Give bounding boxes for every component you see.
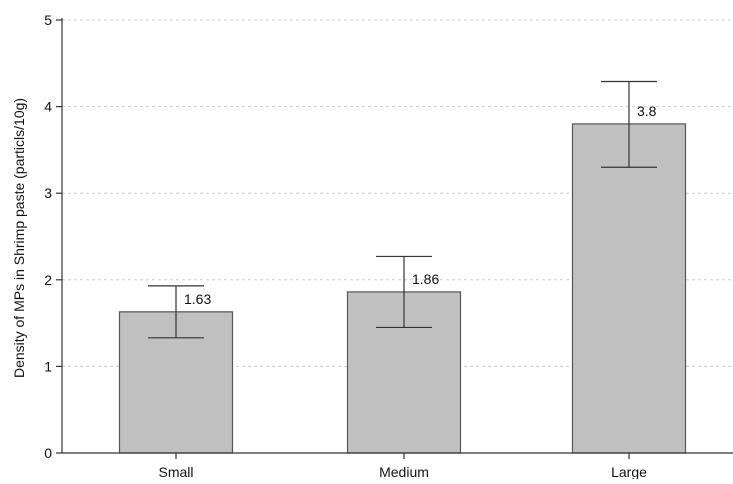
data-label-large: 3.8 bbox=[637, 103, 657, 119]
x-tick-label-small: Small bbox=[158, 464, 193, 479]
y-tick-label-2: 2 bbox=[44, 272, 52, 288]
y-tick-label-1: 1 bbox=[44, 358, 52, 374]
x-tick-label-medium: Medium bbox=[379, 464, 429, 479]
y-axis-title: Density of MPs in Shrimp paste (particls… bbox=[11, 98, 27, 378]
data-label-medium: 1.86 bbox=[412, 271, 439, 287]
x-tick-label-large: Large bbox=[611, 464, 647, 479]
y-tick-label-0: 0 bbox=[44, 445, 52, 461]
y-tick-label-4: 4 bbox=[44, 99, 52, 115]
bar-large bbox=[573, 124, 686, 453]
y-tick-label-3: 3 bbox=[44, 185, 52, 201]
y-tick-label-5: 5 bbox=[44, 12, 52, 28]
x-ticks-group: Small Medium Large bbox=[158, 453, 647, 479]
y-ticks-group: 0 1 2 3 4 5 bbox=[44, 12, 62, 461]
data-label-small: 1.63 bbox=[184, 291, 211, 307]
bars-group bbox=[120, 124, 686, 453]
